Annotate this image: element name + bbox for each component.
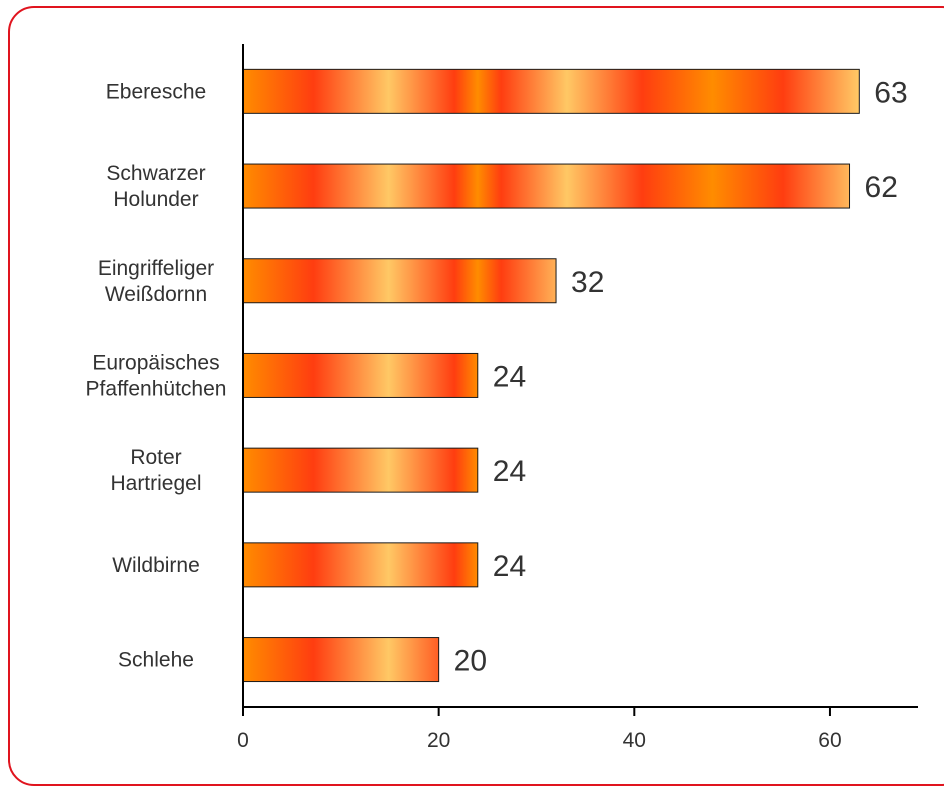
value-label-3: 24	[493, 360, 526, 393]
category-label-5: Wildbirne	[112, 554, 200, 577]
bar-6	[242, 637, 440, 683]
category-label-2: Eingriffeliger Weißdornn	[98, 257, 214, 306]
bar-5	[242, 542, 479, 588]
bar-chart: Eberesche Schwarzer Holunder Eingriffeliger…	[86, 44, 918, 752]
bar-1	[242, 163, 851, 209]
x-tick-label-2: 40	[623, 729, 646, 752]
value-label-1: 62	[865, 171, 898, 204]
bar-0	[242, 68, 860, 114]
category-label-3: Europäisches Pfaffenhütchen	[86, 351, 227, 400]
x-tick-label-1: 20	[427, 729, 450, 752]
value-label-4: 24	[493, 455, 526, 488]
category-label-1: Schwarzer Holunder	[106, 162, 205, 211]
bar-2	[242, 258, 557, 304]
x-tick-label-3: 60	[818, 729, 841, 752]
bar-4	[242, 447, 479, 493]
category-label-4: Roter Hartriegel	[110, 446, 201, 495]
category-labels: Eberesche Schwarzer Holunder Eingriffeliger…	[86, 80, 227, 671]
category-label-0: Eberesche	[106, 80, 206, 103]
category-label-6: Schlehe	[118, 649, 194, 672]
value-label-6: 20	[454, 645, 487, 678]
bar-3	[242, 352, 479, 398]
value-label-5: 24	[493, 550, 526, 583]
value-label-0: 63	[874, 76, 907, 109]
axes: 0 20 40 60	[237, 44, 918, 752]
value-label-2: 32	[571, 266, 604, 299]
x-tick-label-0: 0	[237, 729, 249, 752]
bars-layer	[242, 68, 860, 683]
value-labels: 63 62 32 24 24 24 20	[454, 76, 908, 677]
